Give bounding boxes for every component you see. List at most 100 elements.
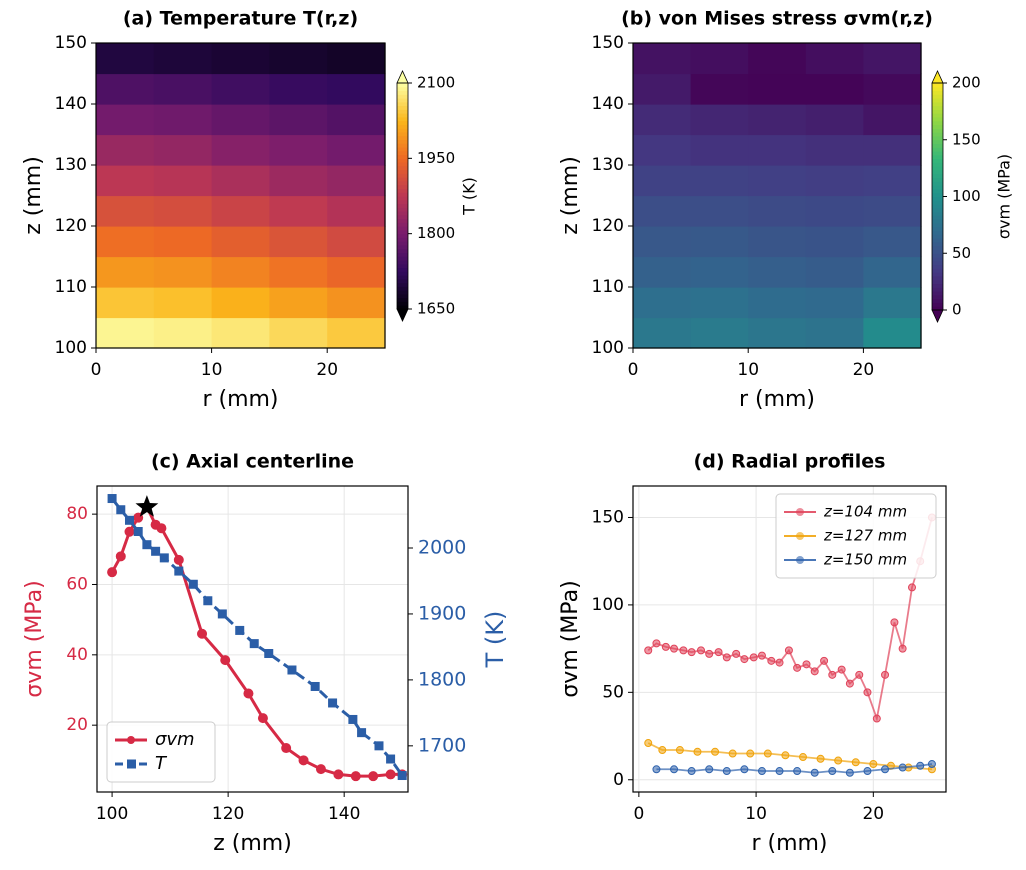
marker (881, 765, 890, 774)
colorbar-step (397, 244, 408, 250)
contour-cell (863, 287, 922, 319)
colorbar-step (397, 218, 408, 223)
contour-cell (269, 256, 328, 288)
marker (872, 714, 881, 723)
contour-cell (153, 134, 213, 166)
colorbar-step (397, 113, 408, 118)
colorbar-step (397, 120, 408, 125)
colorbar-step (397, 83, 408, 88)
colorbar-step (932, 298, 943, 303)
contour-cell (211, 256, 270, 288)
colorbar-step (932, 279, 943, 285)
contour-cell (633, 43, 692, 75)
contour-cell (805, 317, 864, 349)
marker (775, 658, 784, 667)
marker (107, 494, 117, 504)
colorbar-label: T (K) (460, 177, 479, 216)
colorbar-tick-label: 200 (952, 74, 981, 92)
marker (740, 655, 749, 664)
marker (851, 758, 860, 767)
contour-cell (153, 317, 213, 349)
marker (385, 769, 396, 780)
y-tick-label: 80 (66, 504, 88, 524)
colorbar-step (932, 241, 943, 247)
marker (217, 609, 227, 619)
colorbar-step (397, 109, 408, 114)
chart-title: (c) Axial centerline (151, 451, 354, 473)
marker (235, 625, 245, 635)
contour-cell (211, 226, 270, 258)
x-tick-label: 20 (853, 360, 875, 380)
contour-cell (863, 104, 922, 136)
contour-cell (327, 226, 386, 258)
colorbar-step (932, 219, 943, 224)
colorbar-step (932, 185, 943, 190)
contour-cell (269, 226, 328, 258)
x-tick-label: 0 (628, 360, 639, 380)
marker (828, 767, 837, 776)
marker (722, 767, 731, 776)
contour-cell (748, 195, 807, 227)
marker (869, 760, 878, 769)
contour-cell (96, 317, 155, 349)
marker (890, 618, 899, 627)
marker (397, 771, 407, 781)
y2-axis-label: T (K) (481, 611, 509, 669)
colorbar-step (932, 177, 943, 182)
marker (816, 754, 825, 763)
contour-cell (863, 226, 922, 258)
contour-cell (211, 165, 270, 197)
contour-cell (863, 73, 922, 105)
colorbar-step (932, 257, 943, 262)
marker (661, 642, 670, 651)
x-tick-label: 10 (745, 804, 767, 824)
colorbar-tick-label: 1650 (417, 300, 455, 318)
contour-cell (269, 73, 328, 105)
y2-tick-label: 2000 (418, 536, 466, 558)
contour-cell (633, 134, 692, 166)
colorbar-step (932, 245, 943, 250)
contour-cell (633, 256, 692, 288)
colorbar-step (932, 120, 943, 126)
peak-star (135, 495, 159, 517)
contour-cell (327, 317, 386, 349)
colorbar-step (932, 238, 943, 243)
colorbar-step (397, 98, 408, 103)
legend-label: z=127 mm (823, 527, 907, 545)
chart-title: (a) Temperature T(r,z) (123, 8, 358, 30)
contour-cell (690, 134, 749, 166)
colorbar-step (397, 241, 408, 246)
colorbar-step (932, 154, 943, 160)
y-tick-label: 100 (592, 595, 624, 615)
colorbar-tick-label: 1800 (417, 224, 455, 242)
colorbar-step (397, 263, 408, 269)
marker (687, 648, 696, 657)
marker (658, 746, 667, 755)
marker (679, 646, 688, 655)
plot-frame (632, 42, 922, 349)
x-tick-label: 10 (201, 360, 223, 380)
marker (705, 649, 714, 658)
colorbar-frame (396, 82, 409, 310)
colorbar-step (932, 90, 943, 95)
contour-cell (748, 165, 807, 197)
y-axis-label: σvm (MPa) (558, 580, 583, 697)
contour-cell (863, 165, 922, 197)
contour-cell (96, 165, 155, 197)
contour-cell (633, 226, 692, 258)
marker (115, 551, 126, 562)
contour-cell (211, 195, 270, 227)
contour-cell (327, 165, 386, 197)
marker (740, 765, 749, 774)
marker (368, 771, 379, 782)
contour-cell (211, 317, 270, 349)
x-tick-label: 0 (633, 804, 644, 824)
colorbar-step (397, 252, 408, 257)
colorbar-step (397, 154, 408, 159)
y-tick-label: 50 (602, 682, 624, 702)
colorbar-step (397, 211, 408, 216)
y-tick-label: 60 (66, 574, 88, 594)
marker (693, 747, 702, 756)
colorbar-step (397, 226, 408, 231)
contour-cell (327, 43, 386, 75)
